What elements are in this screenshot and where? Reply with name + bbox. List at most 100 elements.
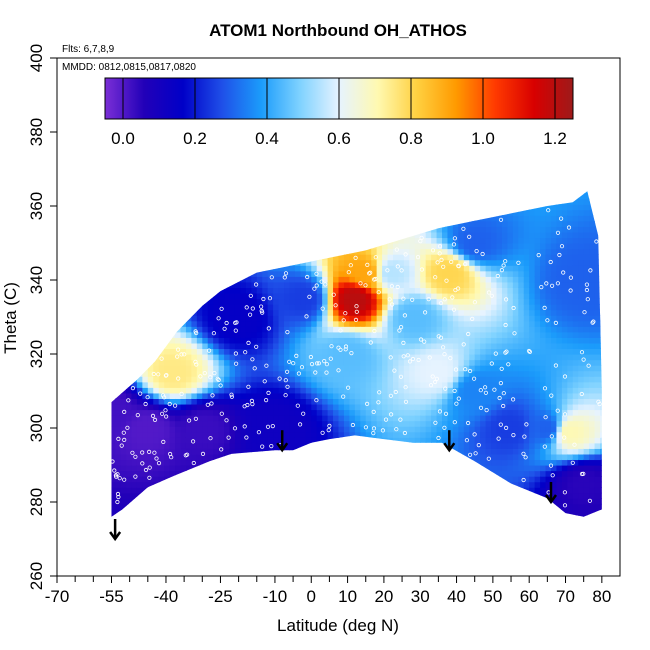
heatmap-cell <box>245 426 252 433</box>
heatmap-cell <box>180 209 187 216</box>
heatmap-cell <box>415 182 421 188</box>
heatmap-cell <box>365 448 372 455</box>
heatmap-cell <box>425 481 432 488</box>
heatmap-cell <box>392 470 400 477</box>
heatmap-cell <box>278 248 285 255</box>
heatmap-cell <box>496 193 503 200</box>
heatmap-cell <box>431 526 437 532</box>
heatmap-cell <box>224 354 231 361</box>
heatmap-cell <box>496 337 503 344</box>
heatmap-cell <box>202 448 209 455</box>
heatmap-cell <box>518 387 525 394</box>
heatmap-cell <box>452 237 459 244</box>
heatmap-cell <box>180 503 187 510</box>
heatmap-cell <box>169 259 176 266</box>
heatmap-cell <box>469 521 475 527</box>
heatmap-cell <box>452 320 459 327</box>
heatmap-cell <box>196 326 203 333</box>
heatmap-cell <box>185 220 192 227</box>
heatmap-cell <box>474 459 481 466</box>
heatmap-cell <box>387 392 394 399</box>
heatmap-cell <box>327 304 334 311</box>
heatmap-cell <box>311 248 318 255</box>
heatmap-cell <box>414 398 421 405</box>
heatmap-cell <box>529 376 536 383</box>
heatmap-cell <box>224 514 231 517</box>
heatmap-cell <box>338 359 345 366</box>
heatmap-cell <box>409 509 416 516</box>
heatmap-cell <box>523 342 530 350</box>
heatmap-cell <box>262 193 269 200</box>
heatmap-cell <box>245 220 252 227</box>
heatmap-cell <box>104 232 110 238</box>
heatmap-cell <box>153 476 160 483</box>
heatmap-cell <box>442 331 449 338</box>
heatmap-cell <box>284 231 291 239</box>
heatmap-cell <box>496 431 503 438</box>
heatmap-cell <box>437 182 443 188</box>
heatmap-cell <box>164 292 171 300</box>
heatmap-cell <box>414 381 421 388</box>
heatmap-cell <box>376 315 383 322</box>
heatmap-cell <box>425 442 432 449</box>
heatmap-cell <box>267 492 274 499</box>
heatmap-cell <box>491 304 498 311</box>
heatmap-cell <box>343 231 350 239</box>
heatmap-cell <box>338 365 345 372</box>
heatmap-cell <box>273 298 280 305</box>
heatmap-cell <box>452 315 459 322</box>
heatmap-cell <box>170 521 176 527</box>
heatmap-cell <box>365 193 372 200</box>
heatmap-cell <box>181 182 187 188</box>
heatmap-cell <box>316 348 323 355</box>
heatmap-cell <box>501 270 508 277</box>
heatmap-cell <box>398 376 405 383</box>
heatmap-cell <box>158 231 165 239</box>
heatmap-cell <box>240 320 247 327</box>
heatmap-cell <box>436 281 443 288</box>
heatmap-cell <box>229 487 236 494</box>
heatmap-cell <box>387 420 394 427</box>
heatmap-cell <box>316 254 323 261</box>
heatmap-cell <box>534 448 541 455</box>
heatmap-cell <box>180 220 187 227</box>
heatmap-cell <box>512 442 519 449</box>
heatmap-cell <box>349 465 356 472</box>
heatmap-cell <box>485 354 492 361</box>
heatmap-cell <box>382 481 389 488</box>
heatmap-cell <box>382 182 388 188</box>
heatmap-cell <box>185 231 192 239</box>
heatmap-cell <box>322 231 329 239</box>
heatmap-cell <box>420 287 427 294</box>
heatmap-cell <box>436 220 443 227</box>
heatmap-cell <box>136 298 143 305</box>
heatmap-cell <box>523 254 530 261</box>
heatmap-cell <box>191 409 198 416</box>
heatmap-cell <box>360 498 367 505</box>
heatmap-cell <box>180 481 187 488</box>
heatmap-cell <box>387 503 394 510</box>
heatmap-cell <box>175 304 182 311</box>
heatmap-cell <box>523 287 530 294</box>
heatmap-cell <box>523 481 530 488</box>
heatmap-cell <box>496 492 503 499</box>
heatmap-cell <box>246 526 252 532</box>
heatmap-cell <box>420 259 427 266</box>
heatmap-cell <box>496 498 503 505</box>
heatmap-cell <box>414 376 421 383</box>
heatmap-cell <box>382 348 389 355</box>
heatmap-cell <box>147 220 154 227</box>
heatmap-cell <box>305 392 312 399</box>
heatmap-cell <box>491 514 498 517</box>
heatmap-cell <box>131 481 138 488</box>
heatmap-cell <box>224 276 231 283</box>
heatmap-cell <box>273 521 279 527</box>
heatmap-cell <box>452 204 459 211</box>
heatmap-cell <box>120 237 127 244</box>
heatmap-cell <box>458 281 465 288</box>
heatmap-cell <box>365 465 372 472</box>
heatmap-cell <box>311 420 318 427</box>
heatmap-cell <box>175 403 182 411</box>
heatmap-cell <box>273 254 280 261</box>
heatmap-cell <box>229 342 236 350</box>
